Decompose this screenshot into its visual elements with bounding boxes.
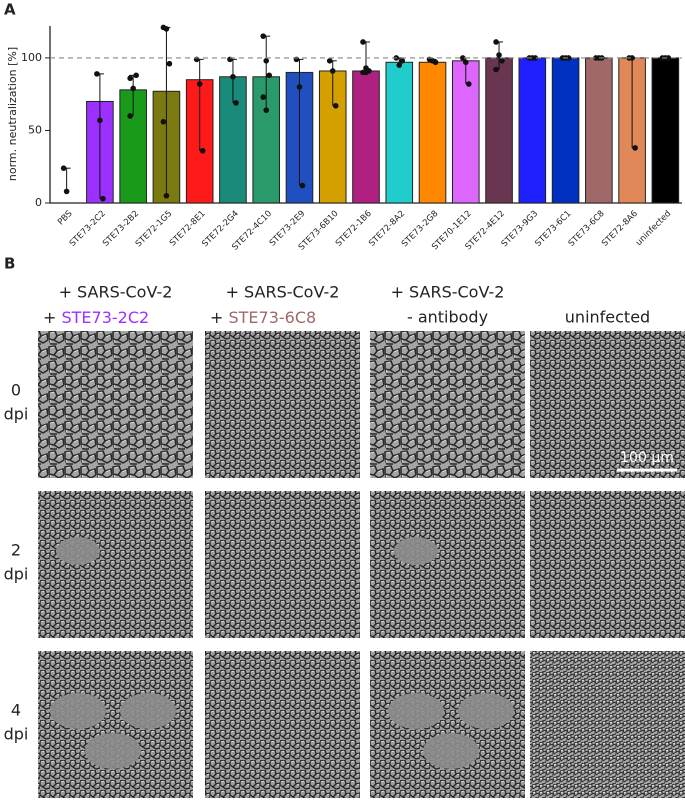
x-tick-label: PBS [56, 209, 75, 228]
data-point [260, 33, 267, 39]
data-point [160, 118, 167, 125]
data-point [432, 59, 439, 66]
data-point [260, 94, 267, 100]
bar [352, 70, 380, 204]
bar [585, 57, 613, 204]
bar [551, 57, 580, 204]
bar [485, 57, 513, 204]
micrograph [530, 331, 685, 478]
micrograph [205, 491, 360, 638]
data-point [230, 73, 236, 80]
data-point [60, 165, 67, 171]
data-point [665, 55, 672, 61]
y-axis-label: norm. neutralization [%] [6, 47, 19, 181]
cytopathic-area [458, 693, 514, 729]
column-header: + SARS-CoV-2 [391, 283, 505, 302]
row-label: 2 [11, 541, 21, 560]
sign: + [43, 308, 56, 327]
data-point [299, 182, 306, 189]
cytopathic-area [50, 693, 106, 729]
micrograph [530, 491, 685, 638]
column-header: + STE73-6C8 [210, 308, 316, 327]
bar [518, 57, 547, 204]
bar [651, 57, 680, 204]
data-point [100, 195, 106, 202]
antibody-name: STE73-2C2 [62, 308, 150, 327]
data-point [266, 72, 273, 79]
data-point [329, 68, 336, 74]
bar [451, 60, 480, 204]
micrograph [370, 331, 525, 478]
data-point [296, 84, 303, 90]
data-point [63, 188, 70, 195]
data-point [199, 147, 206, 154]
data-point [629, 55, 635, 61]
data-point [532, 55, 539, 61]
data-point [363, 69, 369, 76]
data-point [263, 58, 270, 64]
data-point [263, 107, 270, 113]
cytopathic-area [388, 693, 444, 729]
column-header: + SARS-CoV-2 [226, 283, 340, 302]
data-point [399, 58, 406, 64]
data-point [127, 75, 133, 82]
data-point [163, 26, 170, 32]
cytopathic-area [423, 733, 479, 769]
column-header: uninfected [565, 308, 650, 327]
data-point [496, 52, 502, 58]
data-point [499, 58, 505, 64]
micrograph [205, 651, 360, 798]
data-point [493, 39, 499, 45]
column-header: - antibody [407, 308, 488, 327]
data-point [332, 102, 339, 109]
sign: + [210, 308, 223, 327]
x-tick-label: uninfected [634, 209, 673, 248]
panel-label: A [4, 1, 16, 19]
data-point [459, 55, 466, 61]
cytopathic-area [120, 693, 176, 729]
y-tick-label: 50 [28, 123, 42, 136]
x-tick-label: STE72-8A6 [600, 209, 640, 249]
data-point [130, 85, 136, 92]
column-header: + SARS-CoV-2 [59, 283, 173, 302]
micrograph [370, 491, 525, 638]
y-tick-label: 0 [35, 196, 42, 209]
scale-bar-label: 100 µm [620, 450, 674, 466]
row-label: dpi [4, 725, 29, 744]
micrograph [530, 651, 685, 798]
column-header: + STE73-2C2 [43, 308, 149, 327]
data-point [166, 60, 173, 67]
data-point [465, 81, 472, 87]
micrograph [38, 331, 193, 478]
data-point [326, 58, 333, 64]
cytopathic-area [394, 537, 438, 565]
data-point [97, 117, 103, 124]
data-point [360, 39, 366, 45]
micrograph [38, 491, 193, 638]
row-label: 0 [11, 381, 21, 400]
row-label: dpi [4, 565, 29, 584]
data-point [396, 62, 403, 68]
micrograph [205, 331, 360, 478]
data-point [133, 72, 139, 79]
data-point [565, 55, 572, 61]
data-point [196, 81, 203, 87]
data-point [462, 59, 469, 66]
bar [418, 61, 447, 204]
cytopathic-area [85, 733, 141, 769]
cytopathic-area [56, 537, 100, 565]
data-point [127, 113, 133, 119]
antibody-name: STE73-6C8 [229, 308, 317, 327]
bar [385, 61, 414, 204]
panel-label: B [4, 255, 15, 273]
y-tick-label: 100 [21, 51, 42, 64]
data-point [233, 100, 239, 106]
row-label: dpi [4, 405, 29, 424]
data-point [493, 66, 499, 73]
data-point [163, 192, 170, 199]
data-point [94, 71, 100, 77]
row-label: 4 [11, 701, 21, 720]
data-point [632, 145, 638, 151]
